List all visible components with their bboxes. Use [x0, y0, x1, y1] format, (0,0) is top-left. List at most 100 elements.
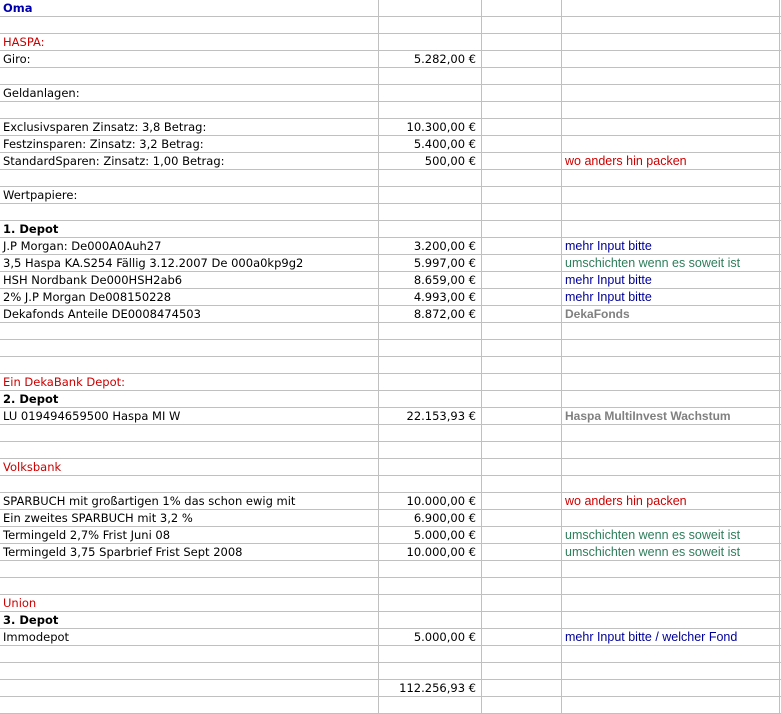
cell-b[interactable]	[379, 442, 482, 458]
cell-a[interactable]	[0, 578, 379, 594]
cell-a[interactable]	[0, 170, 379, 186]
cell-c[interactable]	[482, 442, 562, 458]
cell-c[interactable]	[482, 612, 562, 628]
cell-b[interactable]	[379, 476, 482, 492]
cell-a[interactable]: Festzinsparen: Zinsatz: 3,2 Betrag:	[0, 136, 379, 152]
cell-a[interactable]: Dekafonds Anteile DE0008474503	[0, 306, 379, 322]
cell-d[interactable]	[562, 170, 780, 186]
cell-b[interactable]	[379, 612, 482, 628]
cell-b[interactable]	[379, 34, 482, 50]
cell-b[interactable]	[379, 357, 482, 373]
cell-c[interactable]	[482, 527, 562, 543]
cell-a[interactable]	[0, 68, 379, 84]
cell-b[interactable]	[379, 374, 482, 390]
cell-b[interactable]	[379, 85, 482, 101]
cell-c[interactable]	[482, 136, 562, 152]
cell-d[interactable]: mehr Input bitte	[562, 238, 780, 254]
cell-a[interactable]	[0, 102, 379, 118]
cell-c[interactable]	[482, 34, 562, 50]
cell-c[interactable]	[482, 272, 562, 288]
cell-d[interactable]: mehr Input bitte / welcher Fond	[562, 629, 780, 645]
cell-b[interactable]	[379, 204, 482, 220]
cell-d[interactable]	[562, 204, 780, 220]
cell-b[interactable]: 5.282,00 €	[379, 51, 482, 67]
cell-a[interactable]: 3. Depot	[0, 612, 379, 628]
cell-a[interactable]	[0, 476, 379, 492]
cell-b[interactable]	[379, 68, 482, 84]
cell-a[interactable]	[0, 442, 379, 458]
cell-d[interactable]	[562, 578, 780, 594]
cell-d[interactable]: mehr Input bitte	[562, 289, 780, 305]
cell-a[interactable]: 3,5 Haspa KA.S254 Fällig 3.12.2007 De 00…	[0, 255, 379, 271]
cell-c[interactable]	[482, 510, 562, 526]
cell-b[interactable]: 5.997,00 €	[379, 255, 482, 271]
cell-c[interactable]	[482, 425, 562, 441]
cell-a[interactable]	[0, 663, 379, 679]
cell-b[interactable]: 4.993,00 €	[379, 289, 482, 305]
cell-d[interactable]	[562, 612, 780, 628]
cell-b[interactable]	[379, 425, 482, 441]
cell-c[interactable]	[482, 697, 562, 713]
cell-d[interactable]	[562, 476, 780, 492]
cell-c[interactable]	[482, 578, 562, 594]
cell-c[interactable]	[482, 391, 562, 407]
cell-b[interactable]	[379, 323, 482, 339]
cell-a[interactable]	[0, 646, 379, 662]
cell-d[interactable]	[562, 595, 780, 611]
cell-b[interactable]: 5.000,00 €	[379, 629, 482, 645]
cell-c[interactable]	[482, 221, 562, 237]
cell-c[interactable]	[482, 153, 562, 169]
cell-c[interactable]	[482, 306, 562, 322]
cell-c[interactable]	[482, 17, 562, 33]
cell-d[interactable]: umschichten wenn es soweit ist	[562, 255, 780, 271]
cell-c[interactable]	[482, 595, 562, 611]
cell-b[interactable]: 10.300,00 €	[379, 119, 482, 135]
cell-b[interactable]	[379, 663, 482, 679]
cell-b[interactable]: 3.200,00 €	[379, 238, 482, 254]
cell-d[interactable]	[562, 663, 780, 679]
cell-d[interactable]	[562, 374, 780, 390]
cell-b[interactable]: 22.153,93 €	[379, 408, 482, 424]
cell-d[interactable]: DekaFonds	[562, 306, 780, 322]
cell-a[interactable]: Volksbank	[0, 459, 379, 475]
cell-d[interactable]	[562, 510, 780, 526]
cell-d[interactable]	[562, 680, 780, 696]
cell-a[interactable]: Giro:	[0, 51, 379, 67]
cell-b[interactable]	[379, 578, 482, 594]
cell-b[interactable]: 5.400,00 €	[379, 136, 482, 152]
cell-d[interactable]: mehr Input bitte	[562, 272, 780, 288]
cell-c[interactable]	[482, 544, 562, 560]
cell-a[interactable]: Exclusivsparen Zinsatz: 3,8 Betrag:	[0, 119, 379, 135]
cell-a[interactable]	[0, 204, 379, 220]
cell-d[interactable]: umschichten wenn es soweit ist	[562, 527, 780, 543]
cell-b[interactable]	[379, 391, 482, 407]
cell-c[interactable]	[482, 459, 562, 475]
cell-a[interactable]: Termingeld 2,7% Frist Juni 08	[0, 527, 379, 543]
cell-b[interactable]: 10.000,00 €	[379, 544, 482, 560]
cell-a[interactable]: Oma	[0, 0, 379, 16]
cell-a[interactable]	[0, 425, 379, 441]
cell-a[interactable]: Termingeld 3,75 Sparbrief Frist Sept 200…	[0, 544, 379, 560]
cell-c[interactable]	[482, 102, 562, 118]
cell-b[interactable]	[379, 595, 482, 611]
cell-a[interactable]: Union	[0, 595, 379, 611]
cell-a[interactable]	[0, 561, 379, 577]
cell-c[interactable]	[482, 408, 562, 424]
cell-c[interactable]	[482, 255, 562, 271]
cell-d[interactable]: umschichten wenn es soweit ist	[562, 544, 780, 560]
cell-b[interactable]	[379, 697, 482, 713]
cell-b[interactable]: 8.659,00 €	[379, 272, 482, 288]
cell-b[interactable]	[379, 102, 482, 118]
cell-d[interactable]	[562, 17, 780, 33]
cell-a[interactable]	[0, 323, 379, 339]
cell-d[interactable]: Haspa MultiInvest Wachstum	[562, 408, 780, 424]
cell-b[interactable]	[379, 17, 482, 33]
cell-c[interactable]	[482, 357, 562, 373]
cell-b[interactable]	[379, 0, 482, 16]
cell-c[interactable]	[482, 663, 562, 679]
cell-b[interactable]	[379, 221, 482, 237]
cell-c[interactable]	[482, 119, 562, 135]
cell-c[interactable]	[482, 85, 562, 101]
cell-b[interactable]: 112.256,93 €	[379, 680, 482, 696]
cell-b[interactable]	[379, 340, 482, 356]
